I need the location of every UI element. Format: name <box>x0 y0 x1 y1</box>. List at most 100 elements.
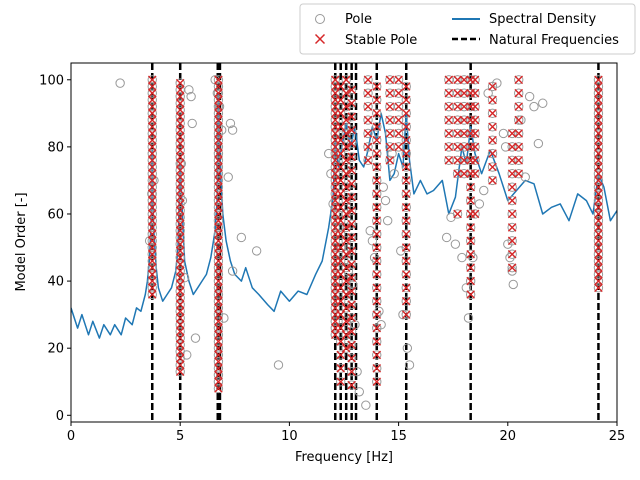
pole-marker <box>330 222 340 233</box>
pole-marker <box>213 81 224 92</box>
stable-pole-marker <box>330 156 340 165</box>
pole-marker <box>213 115 224 125</box>
stable-pole-marker <box>175 119 185 128</box>
stable-pole-marker <box>385 129 395 138</box>
pole-marker <box>336 256 346 266</box>
stable-pole-marker <box>594 95 603 105</box>
pole-marker <box>330 249 340 259</box>
stable-pole-marker <box>330 249 340 259</box>
pole-marker <box>538 98 548 108</box>
stable-pole-marker <box>594 236 603 246</box>
pole-marker <box>213 323 224 333</box>
stable-pole-marker <box>214 162 223 172</box>
pole-marker <box>341 330 351 340</box>
pole-marker <box>227 125 238 135</box>
pole-marker <box>336 296 346 306</box>
pole-marker <box>361 400 371 410</box>
pole-marker <box>341 155 351 165</box>
pole-marker <box>341 88 351 98</box>
pole-marker <box>593 215 604 226</box>
stable-pole-marker <box>453 102 462 111</box>
stable-pole-marker <box>401 135 411 145</box>
stable-pole-marker <box>401 109 411 118</box>
stable-pole-marker <box>175 186 185 195</box>
stable-pole-marker <box>147 189 157 199</box>
stable-pole-marker <box>394 142 403 152</box>
stable-pole-marker <box>594 115 603 125</box>
pole-marker <box>393 75 404 85</box>
stable-pole-marker <box>330 129 340 138</box>
pole-marker <box>175 132 185 142</box>
pole-marker <box>363 128 373 139</box>
stable-pole-marker <box>444 102 454 111</box>
stable-pole-marker <box>336 229 346 239</box>
pole-marker <box>336 202 346 212</box>
stable-pole-marker <box>147 122 157 132</box>
stable-pole-marker <box>341 156 351 165</box>
pole-marker <box>213 343 224 353</box>
stable-pole-marker <box>175 98 185 108</box>
stable-pole-marker <box>347 327 356 336</box>
pole-marker <box>147 195 157 206</box>
pole-marker <box>330 256 340 266</box>
stable-pole-marker <box>147 176 157 185</box>
pole-marker <box>330 135 340 145</box>
pole-marker <box>336 283 346 293</box>
pole-marker <box>487 122 498 132</box>
stable-pole-marker <box>175 179 185 189</box>
pole-marker <box>507 195 517 206</box>
pole-marker <box>330 242 340 253</box>
pole-marker <box>459 142 469 152</box>
pole-marker <box>330 195 340 206</box>
stable-pole-marker <box>147 162 157 172</box>
stable-pole-marker <box>336 323 346 333</box>
stable-pole-marker <box>341 343 351 353</box>
stable-pole-marker <box>453 88 462 98</box>
stable-pole-marker <box>214 209 223 219</box>
pole-marker <box>147 222 157 233</box>
stable-pole-marker <box>147 82 157 91</box>
stable-pole-marker <box>459 156 469 165</box>
stable-pole-marker <box>175 172 185 182</box>
pole-marker <box>213 330 224 340</box>
pole-marker <box>593 229 604 239</box>
stable-pole-marker <box>330 276 340 286</box>
stable-pole-marker <box>147 263 157 272</box>
x-axis-label: Frequency [Hz] <box>295 450 393 465</box>
stable-pole-marker <box>336 149 346 158</box>
stable-pole-marker <box>214 263 223 272</box>
stable-pole-marker <box>330 303 340 313</box>
pole-marker <box>213 108 224 119</box>
stable-pole-marker <box>214 323 223 333</box>
pole-marker <box>363 101 373 112</box>
pole-marker <box>175 219 185 229</box>
pole-marker <box>175 91 185 102</box>
stable-pole-marker <box>594 209 603 219</box>
pole-marker <box>514 115 524 125</box>
pole-marker <box>346 259 357 270</box>
stable-pole-marker <box>470 169 480 179</box>
pole-marker <box>213 283 224 293</box>
pole-marker <box>593 135 604 145</box>
pole-marker <box>389 169 399 179</box>
pole-marker <box>175 105 185 115</box>
stable-pole-marker <box>341 115 351 125</box>
stable-pole-marker <box>147 223 157 232</box>
stable-pole-marker <box>372 149 382 158</box>
stable-pole-marker <box>214 296 223 306</box>
pole-marker <box>341 236 351 246</box>
pole-marker <box>330 81 340 92</box>
pole-marker <box>330 95 340 105</box>
stable-pole-marker <box>347 286 356 296</box>
pole-marker <box>372 122 382 132</box>
stable-pole-marker <box>347 179 356 189</box>
pole-marker <box>363 75 373 85</box>
stable-pole-marker <box>341 169 351 179</box>
stable-pole-marker <box>214 236 223 246</box>
pole-marker <box>213 202 224 212</box>
stable-pole-marker <box>372 270 382 279</box>
pole-marker <box>147 81 157 92</box>
stable-pole-marker <box>214 102 223 111</box>
pole-marker <box>514 101 524 112</box>
pole-marker <box>336 135 346 145</box>
